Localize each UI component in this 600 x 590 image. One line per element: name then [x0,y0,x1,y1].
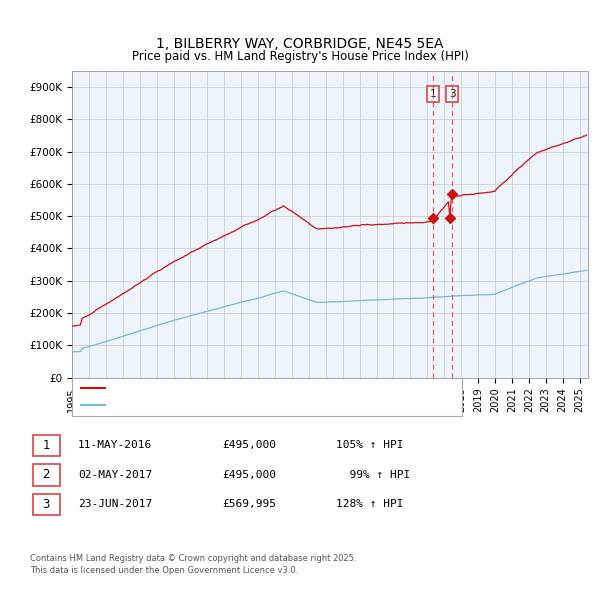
Text: 1, BILBERRY WAY, CORBRIDGE, NE45 5EA: 1, BILBERRY WAY, CORBRIDGE, NE45 5EA [156,37,444,51]
Text: 3: 3 [43,498,50,511]
Text: HPI: Average price, detached house, Northumberland: HPI: Average price, detached house, Nort… [109,400,388,410]
Text: 02-MAY-2017: 02-MAY-2017 [78,470,152,480]
Text: 3: 3 [449,89,455,99]
Text: 1: 1 [43,439,50,452]
Text: £495,000: £495,000 [222,441,276,450]
Text: 99% ↑ HPI: 99% ↑ HPI [336,470,410,480]
Text: Contains HM Land Registry data © Crown copyright and database right 2025.
This d: Contains HM Land Registry data © Crown c… [30,555,356,575]
Text: 1: 1 [430,89,437,99]
Text: 105% ↑ HPI: 105% ↑ HPI [336,441,404,450]
Text: £569,995: £569,995 [222,500,276,509]
Text: 23-JUN-2017: 23-JUN-2017 [78,500,152,509]
Text: 128% ↑ HPI: 128% ↑ HPI [336,500,404,509]
Text: £495,000: £495,000 [222,470,276,480]
Text: Price paid vs. HM Land Registry's House Price Index (HPI): Price paid vs. HM Land Registry's House … [131,50,469,63]
Text: 11-MAY-2016: 11-MAY-2016 [78,441,152,450]
Text: 1, BILBERRY WAY, CORBRIDGE, NE45 5EA (detached house): 1, BILBERRY WAY, CORBRIDGE, NE45 5EA (de… [109,384,419,394]
Text: 2: 2 [43,468,50,481]
